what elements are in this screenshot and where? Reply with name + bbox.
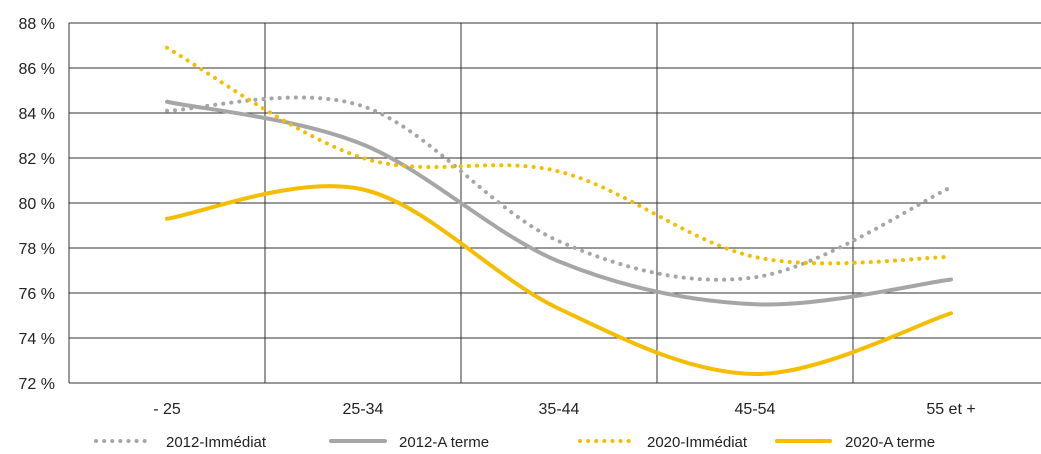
legend-label: 2020-Immédiat <box>647 434 748 451</box>
y-tick-label: 82 % <box>19 151 55 168</box>
y-tick-label: 78 % <box>19 241 55 258</box>
legend: 2012-Immédiat 2012-A terme 2020-Immédiat 20… <box>94 434 935 451</box>
legend-item-3: 2020-A terme <box>775 434 935 451</box>
y-tick-label: 86 % <box>19 61 55 78</box>
legend-item-1: 2012-A terme <box>329 434 489 451</box>
x-tick-label: 35-44 <box>539 401 580 418</box>
legend-label: 2012-A terme <box>399 434 489 451</box>
y-tick-label: 72 % <box>19 376 55 393</box>
series-line-1 <box>165 99 953 307</box>
y-tick-label: 84 % <box>19 106 55 123</box>
x-axis-ticks: - 25 25-34 35-44 45-54 55 et + <box>153 401 975 418</box>
y-tick-label: 80 % <box>19 196 55 213</box>
y-axis-ticks: 72 % 74 % 76 % 78 % 80 % 82 % 84 % 86 % 88 % <box>19 16 55 393</box>
y-tick-label: 76 % <box>19 286 55 303</box>
x-tick-label: - 25 <box>153 401 181 418</box>
x-tick-label: 25-34 <box>343 401 384 418</box>
series-line-2 <box>165 45 953 266</box>
series-lines <box>165 45 953 377</box>
x-tick-label: 45-54 <box>735 401 776 418</box>
y-tick-label: 88 % <box>19 16 55 33</box>
x-tick-label: 55 et + <box>926 401 975 418</box>
legend-label: 2012-Immédiat <box>166 434 267 451</box>
y-tick-label: 74 % <box>19 331 55 348</box>
legend-item-2: 2020-Immédiat <box>578 434 748 451</box>
grid <box>68 22 1041 384</box>
legend-item-0: 2012-Immédiat <box>94 434 267 451</box>
legend-label: 2020-A terme <box>845 434 935 451</box>
series-line-3 <box>165 184 953 377</box>
series-line-0 <box>165 95 953 282</box>
